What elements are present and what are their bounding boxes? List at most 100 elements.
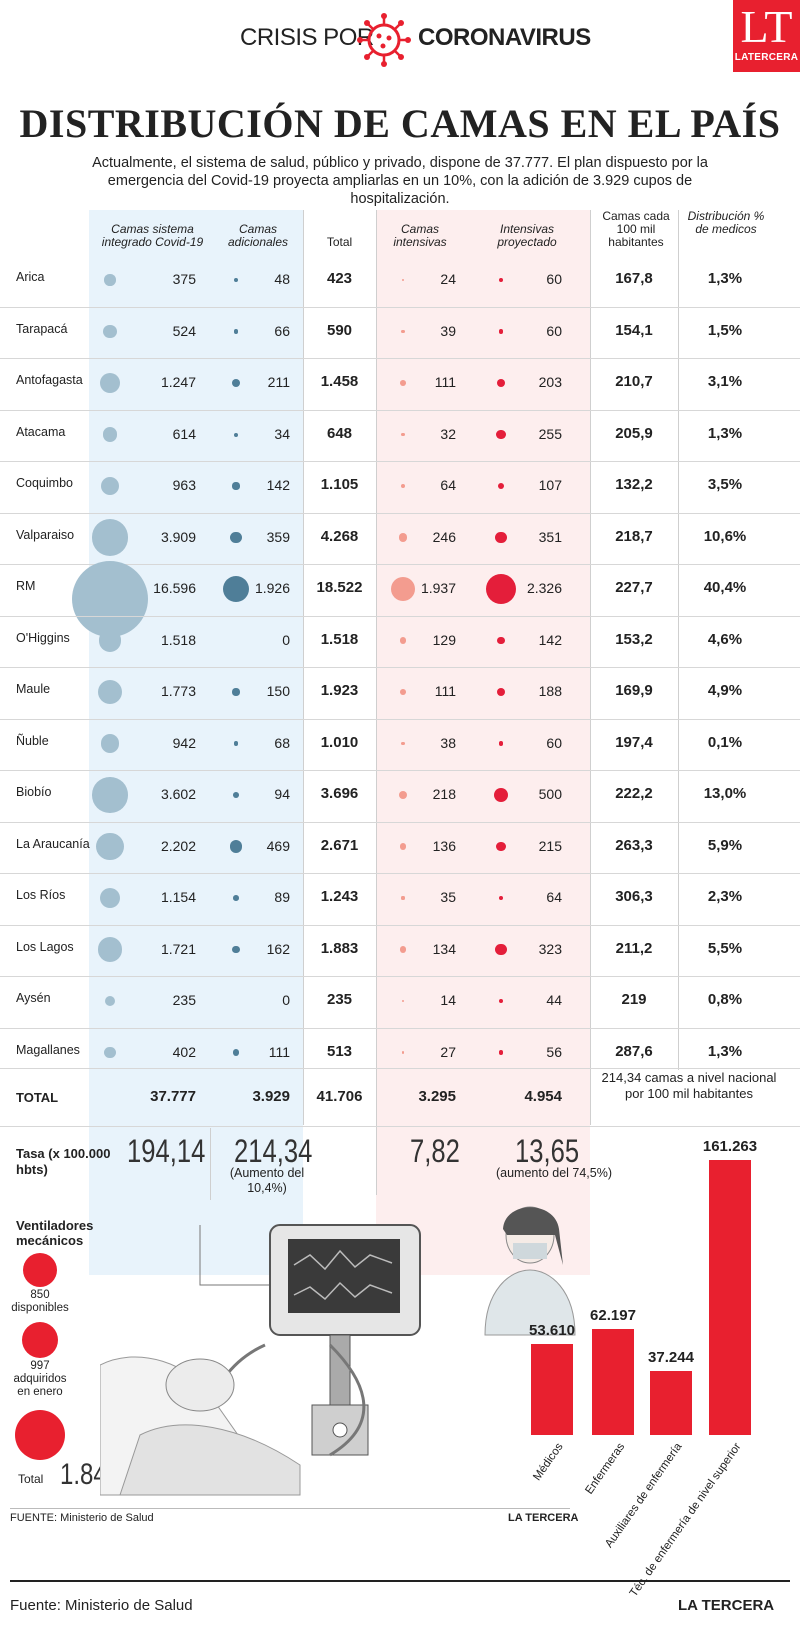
medicos-value: 1,3% [707,424,743,442]
intensivas-value: 27 [440,1043,456,1060]
camas-dot [104,1046,116,1059]
adicionales-value: 211 [267,374,290,390]
adicionales-value: 150 [266,683,290,699]
row-separator [0,924,800,926]
camas-dot [91,519,129,556]
row-separator [0,770,800,771]
row-separator [0,1126,800,1127]
region-label: Coquimbo [16,476,73,490]
total-value: 18.522 [316,579,363,596]
medicos-value: 1,3% [707,270,743,287]
rate-value: 210,7 [615,373,653,390]
proyectado-dot [497,482,505,490]
total-value: 235 [326,991,353,1008]
adicionales-dot [234,432,238,437]
row-separator [0,1027,800,1029]
region-label: Maule [16,682,51,696]
medicos-value: 1,5% [707,321,743,339]
logo: LT LATERCERA [733,0,800,72]
rate-value: 263,3 [615,836,653,854]
adicionales-value: 48 [274,271,290,287]
ventiladores-dot-disponibles [23,1253,57,1287]
ventiladores-dot-adquiridos [22,1322,58,1358]
camas-value: 1.154 [160,889,196,905]
proyectado-value: 60 [546,322,562,339]
region-label: Biobío [16,785,52,799]
medicos-value: 5,9% [707,836,743,854]
camas-value: 16.596 [153,580,196,596]
total-value: 1.923 [320,682,359,699]
adicionales-value: 89 [274,889,290,905]
adicionales-value: 66 [274,322,290,339]
proyectado-value: 60 [546,734,562,751]
row-separator [0,821,800,823]
intensivas-value: 32 [440,425,456,442]
rate-value: 306,3 [615,888,653,905]
personal-bar [650,1371,692,1435]
tasa-proyectado: 13,65 [515,1133,580,1169]
footer-rule [10,1580,790,1582]
topic-label: CORONAVIRUS [418,24,591,51]
divider [678,210,679,1070]
proyectado-value: 203 [538,374,562,390]
camas-dot [99,372,121,394]
adicionales-dot [233,329,239,334]
adicionales-value: 142 [266,477,290,493]
rate-value: 227,7 [615,579,653,596]
intensivas-value: 246 [432,528,456,545]
personal-bar-label: Téc. de enfermería de nivel superior [628,1441,744,1600]
total-proyectado: 4.954 [524,1088,562,1105]
row-separator [0,873,800,874]
medicos-value: 5,5% [707,939,743,957]
proyectado-dot [498,277,504,283]
intensivas-value: 111 [434,374,456,390]
adicionales-value: 0 [282,992,290,1008]
col-header-medicos: Distribución % de medicos [687,209,765,236]
col-header-camas: Camas sistema integrado Covid-19 [101,222,204,249]
personal-bar-value: 37.244 [648,1349,694,1366]
adicionales-value: 111 [268,1043,290,1060]
intensivas-dot [391,577,415,601]
row-separator [0,512,800,514]
medicos-value: 3,1% [707,373,743,390]
tasa-total: 214,34 [234,1133,313,1169]
intensivas-dot [399,946,407,953]
proyectado-dot [496,429,506,440]
proyectado-dot [498,741,504,746]
col-header-adicionales: Camas adicionales [227,222,289,249]
total-value: 1.458 [320,373,359,390]
intro-text: Actualmente, el sistema de salud, públic… [92,155,708,207]
camas-value: 1.773 [160,683,196,699]
rate-value: 205,9 [615,424,653,442]
intensivas-dot [401,896,405,900]
col-header-por-100mil: Camas cada 100 mil habitantes [602,209,670,249]
intensivas-dot [400,380,406,386]
camas-value: 2.202 [160,837,196,854]
camas-value: 3.909 [160,528,196,545]
camas-value: 402 [172,1043,196,1060]
logo-name: LATERCERA [734,52,799,63]
camas-value: 375 [172,271,196,287]
personal-bar [531,1344,573,1435]
ventilator-illustration [100,1206,576,1496]
intensivas-dot [401,1051,405,1054]
region-label: Tarapacá [16,321,68,336]
intensivas-value: 136 [432,837,456,854]
row-separator [0,358,800,359]
region-label: Los Ríos [16,888,66,902]
proyectado-dot [486,574,516,604]
adicionales-dot [233,792,239,798]
proyectado-value: 142 [538,631,562,648]
proyectado-dot [496,841,506,852]
divider [376,210,377,1195]
adicionales-dot [223,576,249,602]
proyectado-value: 44 [546,992,562,1008]
total-value: 1.010 [320,733,359,751]
page-title: DISTRIBUCIÓN DE CAMAS EN EL PAÍS [19,101,781,146]
medicos-value: 2,3% [707,888,743,905]
camas-value: 614 [172,425,196,442]
tasa-total-note: (Aumento del 10,4%) [229,1166,305,1195]
camas-dot [100,734,120,753]
proyectado-dot [498,998,504,1004]
proyectado-value: 255 [538,425,562,442]
